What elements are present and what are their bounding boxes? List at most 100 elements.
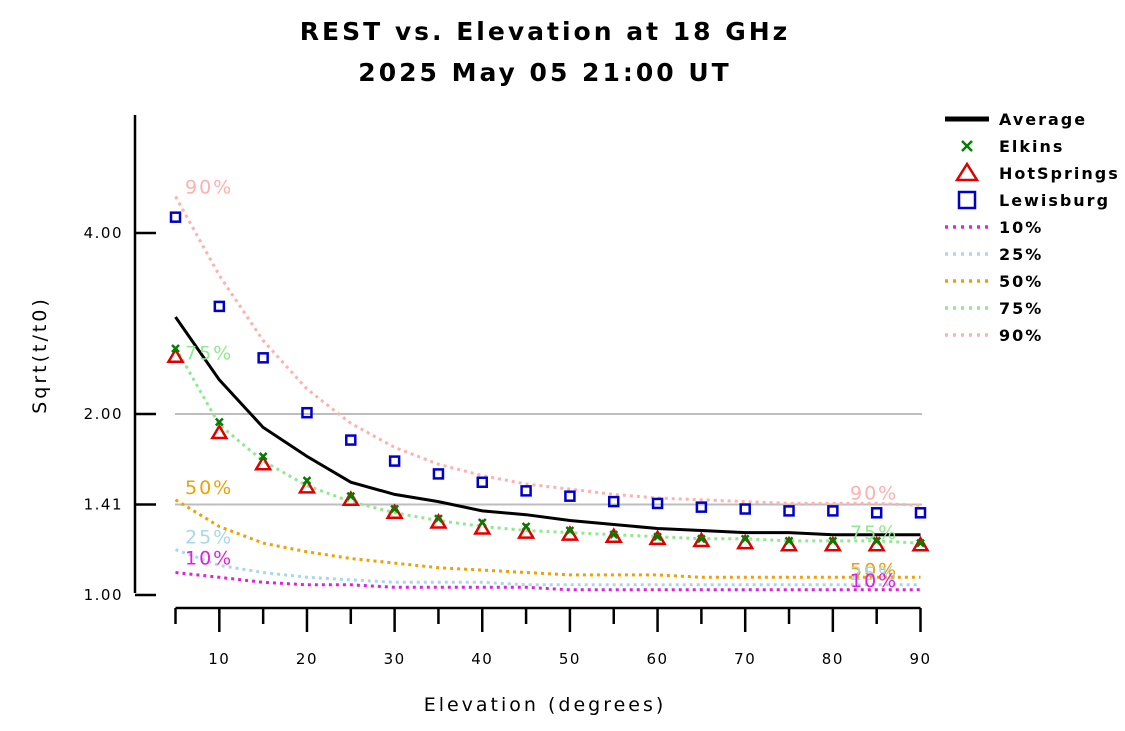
series-lewisburg-marker: [257, 352, 269, 364]
legend-label: 50%: [999, 272, 1043, 291]
legend-label: Elkins: [999, 137, 1064, 156]
legend-swatch: [961, 140, 973, 152]
series-hotsprings-marker: [473, 519, 492, 535]
marker-stroke: [740, 534, 750, 544]
y-tick-label: 2.00: [84, 405, 123, 423]
series-lewisburg-marker: [739, 503, 751, 515]
series-lewisburg-marker: [476, 476, 489, 488]
legend-item-75pct: 75%: [945, 299, 1043, 318]
marker-stroke: [258, 452, 268, 461]
curve-label-10pct-right: 10%: [850, 570, 898, 592]
marker-stroke: [390, 504, 400, 514]
marker-stroke: [828, 536, 838, 546]
marker-stroke: [696, 534, 706, 544]
legend-swatch: [957, 190, 977, 210]
series-90pct-line: [174, 195, 921, 507]
curve-label-25pct-left: 25%: [185, 527, 233, 549]
series-hotsprings-marker: [604, 527, 623, 543]
marker-stroke: [171, 344, 180, 353]
series-lewisburg-marker: [695, 501, 708, 513]
legend-label: 25%: [999, 245, 1043, 264]
marker-stroke: [609, 530, 619, 540]
marker-stroke: [784, 536, 794, 546]
series-10pct-line: [175, 571, 921, 592]
series-elkins-marker: [477, 518, 487, 527]
legend-label: Lewisburg: [999, 191, 1110, 210]
series-elkins-marker: [390, 504, 400, 514]
x-tick-label: 20: [296, 650, 318, 668]
series-hotsprings-marker: [911, 535, 930, 552]
y-tick-label: 1.00: [84, 586, 123, 604]
marker-stroke: [521, 522, 531, 531]
x-tick-label: 70: [734, 650, 756, 668]
series-elkins-marker: [171, 344, 180, 353]
legend-item-10pct: 10%: [945, 218, 1041, 237]
curve-label-10pct-left: 10%: [185, 547, 233, 569]
legend-item-lewisburg: Lewisburg: [957, 190, 1110, 210]
series-lewisburg-marker: [301, 406, 313, 419]
x-tick-label: 90: [909, 650, 931, 668]
y-axis-label: Sqrt(t/t0): [29, 296, 51, 414]
x-tick-label: 40: [471, 650, 493, 668]
series-elkins-marker: [302, 476, 312, 485]
legend-label: 90%: [999, 326, 1043, 345]
series-lewisburg-marker: [345, 434, 357, 446]
legend-item-25pct: 25%: [945, 245, 1043, 264]
gridlines: [175, 413, 922, 506]
series-hotsprings-marker: [516, 523, 536, 539]
series-lewisburg-marker: [520, 485, 532, 497]
series-elkins-marker: [784, 536, 794, 546]
series-elkins-marker: [653, 532, 662, 542]
series-hotsprings-marker: [648, 529, 667, 546]
curve-label-90pct-left: 90%: [185, 177, 233, 199]
marker-stroke: [916, 538, 925, 548]
legend-label: 75%: [999, 299, 1043, 318]
marker-stroke: [653, 532, 662, 542]
series-elkins-marker: [828, 536, 838, 546]
series-elkins-marker: [740, 534, 750, 544]
legend-item-hotsprings: HotSprings: [954, 161, 1120, 183]
series-hotsprings-marker: [692, 531, 711, 548]
curve-labels: 90%75%50%25%10%90%75%50%25%10%: [185, 177, 898, 592]
legend-label: Average: [999, 110, 1087, 129]
series-50pct-line: [174, 498, 921, 579]
x-axis-label: Elevation (degrees): [424, 694, 667, 716]
curve-label-75pct-left: 75%: [185, 343, 233, 365]
series-lewisburg-marker: [564, 490, 576, 502]
chart-title: REST vs. Elevation at 18 GHz: [299, 17, 791, 46]
series-lewisburg-marker: [783, 505, 795, 517]
series-lewisburg-marker: [651, 497, 664, 510]
legend-item-90pct: 90%: [945, 326, 1043, 345]
series-elkins-marker: [609, 530, 619, 540]
marker-stroke: [565, 526, 575, 535]
series-lewisburg-marker: [213, 300, 226, 313]
legend-swatch: [954, 161, 980, 182]
x-tick-label: 50: [559, 650, 581, 668]
series-elkins-marker: [565, 526, 575, 535]
series-elkins-marker: [696, 534, 706, 544]
series-elkins-marker: [214, 417, 224, 427]
series-lewisburg-marker: [914, 507, 927, 519]
series-hotsprings-marker: [166, 347, 185, 364]
y-tick-label: 1.41: [84, 496, 123, 514]
marker-stroke: [477, 518, 487, 527]
series-elkins-marker: [346, 491, 356, 501]
series-elkins-marker: [258, 452, 268, 461]
chart-subtitle: 2025 May 05 21:00 UT: [358, 58, 732, 87]
curve-label-90pct-right: 90%: [850, 482, 898, 504]
legend-label: HotSprings: [999, 164, 1120, 183]
axes: 1.00 1.41 2.00 4.00 10 20 30 40 50 60 70 80 90: [84, 115, 931, 668]
series-lewisburg-marker: [388, 455, 401, 467]
marker-stroke: [302, 476, 312, 485]
series-lewisburg-marker: [169, 211, 182, 223]
legend-item-average: Average: [945, 110, 1087, 129]
series-elkins-marker: [872, 536, 882, 546]
series-lewisburg-marker: [607, 495, 620, 508]
series-lewisburg-marker: [870, 507, 883, 519]
x-tick-label: 80: [822, 650, 844, 668]
curve-label-50pct-left: 50%: [185, 477, 233, 499]
series: [166, 195, 930, 592]
y-tick-label: 4.00: [84, 224, 123, 242]
marker-stroke: [434, 514, 443, 523]
